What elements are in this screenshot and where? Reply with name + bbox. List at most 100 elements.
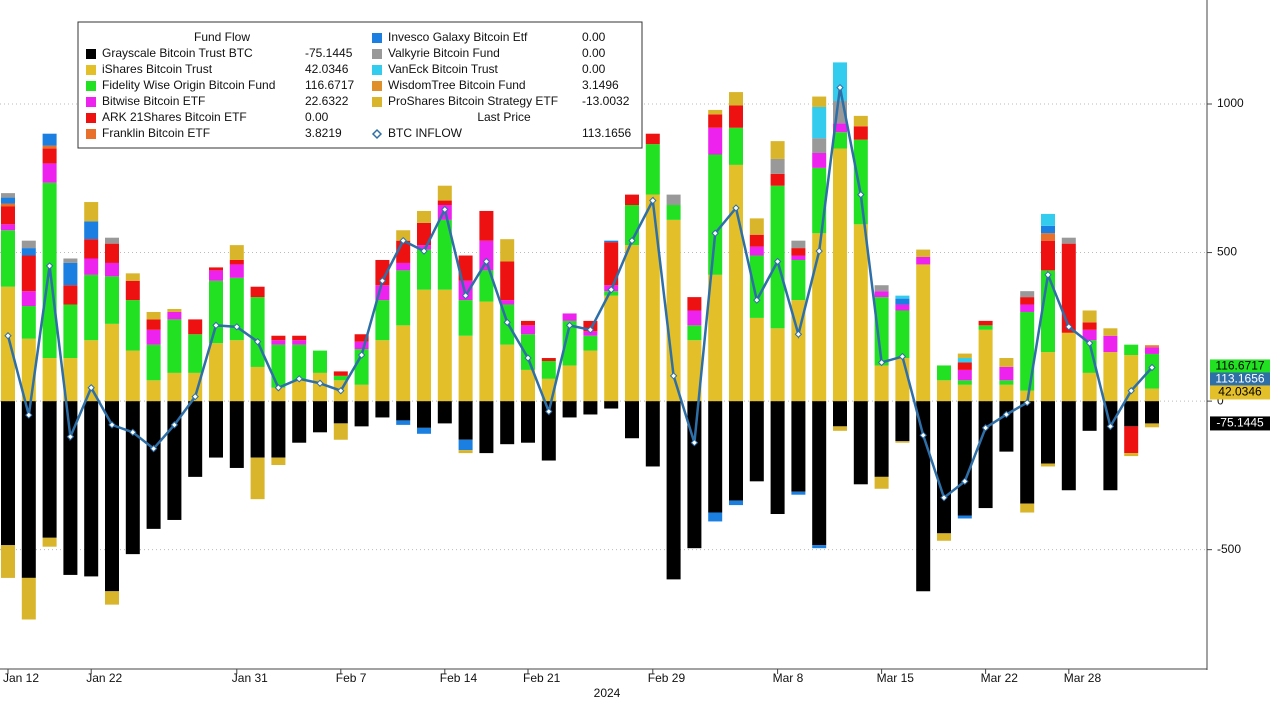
bar-segment: [42, 358, 57, 402]
line-marker: [1002, 410, 1011, 419]
bar-segment: [1124, 453, 1139, 457]
bar-segment: [957, 362, 972, 370]
bar-segment: [729, 105, 743, 128]
bar-segment: [957, 358, 972, 363]
bar-segment: [708, 114, 723, 128]
legend-swatch: [372, 49, 382, 59]
bar-segment: [521, 401, 535, 443]
bar-segment: [396, 262, 411, 271]
line-marker: [253, 337, 262, 346]
bar-segment: [1041, 352, 1055, 402]
line-marker: [45, 262, 54, 270]
bar-segment: [125, 350, 140, 402]
line-marker: [25, 411, 33, 419]
line-marker: [1023, 398, 1031, 407]
bar-segment: [188, 401, 203, 477]
legend-label: Valkyrie Bitcoin Fund: [388, 46, 500, 60]
bar-segment: [437, 289, 452, 402]
bar-segment: [521, 325, 535, 335]
bar-segment: [1103, 401, 1118, 491]
legend-label: Grayscale Bitcoin Trust BTC: [102, 46, 253, 60]
bar-segment: [437, 219, 452, 290]
bar-segment: [791, 255, 806, 260]
bar-segment: [604, 291, 619, 296]
bar-segment: [417, 245, 431, 250]
bar-segment: [84, 239, 99, 259]
legend-value: 116.6717: [305, 78, 354, 92]
line-marker: [461, 291, 470, 300]
bar-segment: [458, 335, 473, 402]
bar-segment: [437, 200, 452, 206]
line-marker: [66, 433, 75, 441]
bar-segment: [1082, 322, 1097, 330]
legend-marker: [371, 128, 383, 140]
bar-segment: [770, 328, 785, 402]
bar-segment: [375, 300, 390, 341]
bar-segment: [84, 340, 99, 402]
bar-segment: [895, 401, 910, 442]
legend-label: ARK 21Shares Bitcoin ETF: [102, 110, 247, 124]
bar-segment: [708, 401, 723, 513]
bar-segment: [500, 344, 515, 402]
bar-segment: [1124, 426, 1139, 454]
bar-segment: [604, 242, 619, 286]
bar-segment: [812, 153, 827, 168]
bar-segment: [666, 205, 681, 220]
bar-segment: [583, 331, 598, 336]
bar-segment: [1020, 311, 1035, 391]
bar-segment: [729, 401, 743, 501]
bar-segment: [42, 401, 57, 538]
bar-segment: [1, 401, 15, 546]
bar-segment: [791, 259, 806, 301]
x-tick-label: Mar 8: [773, 671, 804, 685]
bar-segment: [666, 401, 681, 580]
bar-segment: [541, 401, 556, 461]
bar-segment: [271, 344, 286, 388]
bar-segment: [250, 401, 265, 458]
line-marker: [1085, 339, 1094, 347]
line-marker: [1065, 323, 1073, 331]
bar-segment: [583, 320, 598, 332]
bar-segment: [687, 297, 702, 311]
bar-segment: [1145, 401, 1159, 424]
bar-segment: [916, 257, 931, 265]
x-tick-label: Mar 28: [1064, 671, 1102, 685]
bar-segment: [853, 126, 868, 140]
bar-segment: [125, 273, 140, 281]
line-marker: [857, 190, 865, 199]
bar-segment: [146, 311, 161, 320]
bar-segment: [105, 401, 119, 592]
legend-value: -13.0032: [582, 94, 630, 108]
bar-segment: [1082, 340, 1097, 373]
bar-segment: [562, 313, 577, 321]
line-marker: [191, 392, 199, 401]
bar-segment: [146, 380, 161, 402]
bar-segment: [625, 245, 639, 402]
bar-segment: [500, 261, 515, 301]
bar-segment: [708, 274, 723, 402]
y-tick-label: 500: [1217, 245, 1237, 259]
bar-segment: [1020, 401, 1035, 504]
bar-segment: [749, 255, 764, 318]
legend-value: 3.8219: [305, 126, 342, 140]
bar-segment: [833, 132, 847, 149]
bar-segment: [583, 350, 598, 402]
bar-segment: [1, 545, 15, 578]
bar-segment: [812, 167, 827, 234]
bar-segment: [853, 139, 868, 225]
bar-segment: [500, 401, 515, 445]
bar-segment: [396, 325, 411, 402]
y-tick-label: 0: [1217, 393, 1224, 407]
bar-segment: [791, 248, 806, 256]
line-marker: [316, 379, 324, 387]
bar-segment: [687, 401, 702, 549]
bar-segment: [417, 289, 431, 402]
line-marker: [4, 332, 12, 340]
line-marker: [753, 296, 761, 304]
bar-segment: [333, 401, 348, 424]
bar-segment: [749, 401, 764, 482]
bar-segment: [625, 401, 639, 439]
bar-segment: [874, 476, 889, 489]
bar-segment: [229, 401, 244, 468]
bar-segment: [63, 304, 78, 359]
